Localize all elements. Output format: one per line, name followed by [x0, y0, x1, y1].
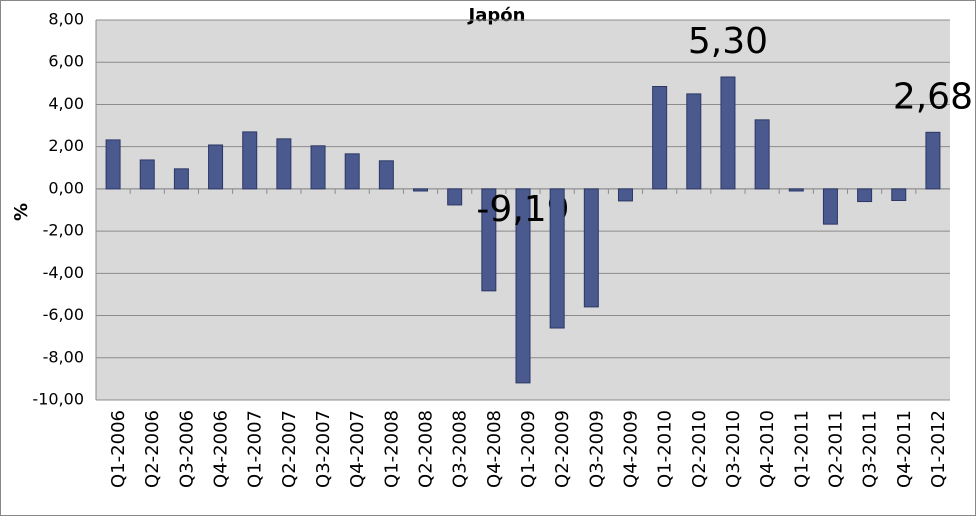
bar — [105, 139, 121, 190]
bar — [822, 188, 838, 225]
bar — [857, 188, 873, 203]
bar — [378, 160, 394, 190]
bar — [652, 86, 668, 190]
bar — [754, 119, 770, 190]
y-tick-label: 8,00 — [48, 10, 84, 29]
x-tick-label: Q1-2006 — [108, 410, 129, 488]
x-tick-label: Q3-2009 — [586, 410, 607, 488]
bar — [549, 188, 565, 329]
bar — [891, 188, 907, 201]
y-tick-label: 2,00 — [48, 136, 84, 155]
bar — [413, 188, 429, 192]
x-tick-label: Q3-2008 — [450, 410, 471, 488]
x-tick-label: Q2-2010 — [689, 410, 710, 488]
bar — [139, 159, 155, 190]
y-tick-label: 4,00 — [48, 94, 84, 113]
x-tick-label: Q2-2006 — [142, 410, 163, 488]
bar — [583, 188, 599, 308]
bar — [481, 188, 497, 292]
y-tick-label: 0,00 — [48, 178, 84, 197]
x-tick-label: Q1-2007 — [245, 410, 266, 488]
x-tick-label: Q4-2006 — [211, 410, 232, 488]
bar — [720, 76, 736, 190]
x-tick-label: Q1-2010 — [655, 410, 676, 488]
y-tick-label: -10,00 — [32, 390, 84, 409]
x-tick-label: Q4-2010 — [757, 410, 778, 488]
bar — [310, 145, 326, 190]
y-tick-label: -8,00 — [43, 347, 84, 366]
bar — [344, 153, 360, 190]
bar — [515, 188, 531, 384]
x-tick-label: Q1-2009 — [518, 410, 539, 488]
bar — [925, 131, 941, 190]
y-tick-label: -2,00 — [43, 221, 84, 240]
y-axis-label: % — [11, 203, 32, 221]
x-tick-label: Q3-2011 — [860, 410, 881, 488]
x-tick-label: Q1-2012 — [928, 410, 949, 488]
value-label: 2,68 — [893, 76, 973, 117]
x-tick-label: Q2-2007 — [279, 410, 300, 488]
x-tick-label: Q1-2011 — [791, 410, 812, 488]
bar — [276, 138, 292, 190]
x-tick-label: Q3-2006 — [176, 410, 197, 488]
x-tick-label: Q2-2008 — [416, 410, 437, 488]
y-tick-label: -4,00 — [43, 263, 84, 282]
bar — [686, 93, 702, 190]
x-tick-label: Q4-2009 — [620, 410, 641, 488]
y-tick-label: 6,00 — [48, 52, 84, 71]
bar — [208, 144, 224, 190]
x-tick-label: Q2-2011 — [825, 410, 846, 488]
bar — [173, 168, 189, 190]
value-label: 5,30 — [688, 21, 768, 62]
bar — [617, 188, 633, 202]
x-tick-label: Q3-2007 — [313, 410, 334, 488]
x-tick-label: Q1-2008 — [381, 410, 402, 488]
x-tick-label: Q2-2009 — [552, 410, 573, 488]
x-tick-label: Q4-2011 — [894, 410, 915, 488]
chart-title: Japón — [467, 5, 526, 26]
x-tick-label: Q3-2010 — [723, 410, 744, 488]
bar — [242, 131, 258, 190]
x-tick-label: Q4-2008 — [484, 410, 505, 488]
x-tick-label: Q4-2007 — [347, 410, 368, 488]
y-tick-label: -6,00 — [43, 305, 84, 324]
bar — [788, 188, 804, 192]
bar — [447, 188, 463, 206]
